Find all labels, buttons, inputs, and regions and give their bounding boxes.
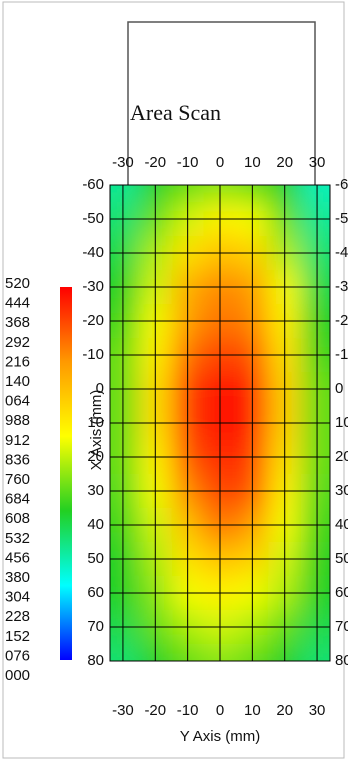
y-tick-label: -30 (82, 278, 104, 295)
y-tick-label: 60 (335, 584, 348, 601)
x-tick-label: -10 (177, 154, 199, 171)
y-tick-label: 10 (87, 414, 104, 431)
x-tick-label: 10 (244, 154, 261, 171)
y-tick-label: 0 (335, 380, 343, 397)
colorbar-label: 532 (5, 530, 30, 547)
x-tick-label: 10 (244, 702, 261, 719)
x-tick-label: -20 (144, 702, 166, 719)
x-tick-label: -30 (112, 154, 134, 171)
colorbar-label: 520 (5, 275, 30, 292)
y-tick-label: -20 (82, 312, 104, 329)
colorbar-label: 368 (5, 314, 30, 331)
y-tick-label: -60 (335, 176, 348, 193)
y-tick-label: 40 (87, 516, 104, 533)
y-tick-label: 0 (96, 380, 104, 397)
x-tick-label: 30 (309, 702, 326, 719)
x-tick-label: -20 (144, 154, 166, 171)
y-tick-label: -50 (82, 210, 104, 227)
colorbar-label: 292 (5, 334, 30, 351)
y-tick-label: 40 (335, 516, 348, 533)
colorbar-label: 304 (5, 589, 30, 606)
y-tick-label: -60 (82, 176, 104, 193)
y-tick-label: 30 (87, 482, 104, 499)
colorbar-label: 836 (5, 451, 30, 468)
colorbar-label: 912 (5, 432, 30, 449)
colorbar-label: 760 (5, 471, 30, 488)
colorbar-label: 000 (5, 667, 30, 684)
x-tick-label: 30 (309, 154, 326, 171)
x-tick-label: -30 (112, 702, 134, 719)
y-tick-label: -30 (335, 278, 348, 295)
colorbar-label: 140 (5, 373, 30, 390)
colorbar-label: 456 (5, 549, 30, 566)
colorbar-label: 076 (5, 647, 30, 664)
y-tick-label: 50 (87, 550, 104, 567)
x-tick-label: -10 (177, 702, 199, 719)
heat-cell (110, 644, 140, 661)
colorbar-label: 064 (5, 393, 30, 410)
y-tick-label: -40 (335, 244, 348, 261)
y-tick-label: 20 (335, 448, 348, 465)
colorbar-label: 684 (5, 491, 30, 508)
colorbar-label: 444 (5, 295, 30, 312)
grid (109, 184, 331, 662)
y-tick-label: 50 (335, 550, 348, 567)
x-tick-label: 20 (276, 154, 293, 171)
colorbar (60, 287, 72, 660)
colorbar-label: 216 (5, 353, 30, 370)
colorbar-label: 608 (5, 510, 30, 527)
y-tick-label: 60 (87, 584, 104, 601)
heat-cell (300, 644, 330, 661)
x-tick-label: 0 (216, 702, 224, 719)
heat-cell (110, 185, 140, 203)
y-tick-label: 30 (335, 482, 348, 499)
y-tick-label: 70 (87, 618, 104, 635)
y-tick-label: -20 (335, 312, 348, 329)
x-tick-label: 20 (276, 702, 293, 719)
colorbar-label: 228 (5, 608, 30, 625)
panel-title: Area Scan (130, 100, 221, 125)
y-tick-label: -40 (82, 244, 104, 261)
y-tick-label: 80 (335, 652, 348, 669)
y-tick-label: 70 (335, 618, 348, 635)
y-axis-title: X Axis (mm) (88, 390, 105, 471)
y-tick-label: 20 (87, 448, 104, 465)
colorbar-label: 380 (5, 569, 30, 586)
y-tick-label: 80 (87, 652, 104, 669)
y-tick-label: -10 (335, 346, 348, 363)
heat-cell (300, 185, 330, 203)
colorbar-label: 988 (5, 412, 30, 429)
x-axis-title: Y Axis (mm) (180, 728, 261, 745)
y-tick-label: -50 (335, 210, 348, 227)
y-tick-label: 10 (335, 414, 348, 431)
y-tick-label: -10 (82, 346, 104, 363)
colorbar-label: 152 (5, 628, 30, 645)
x-tick-label: 0 (216, 154, 224, 171)
